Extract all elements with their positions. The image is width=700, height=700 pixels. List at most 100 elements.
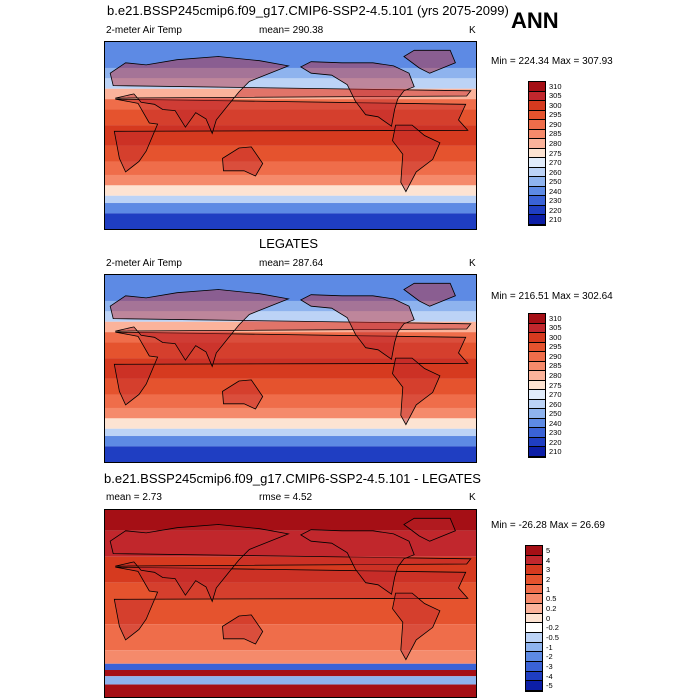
colorbar-tick-label: 210 xyxy=(549,215,562,225)
colorbar: 5 4 3 2 1 0.5 0.2 0 -0.2 -0.5 -1 -2 -3 -4 -5 xyxy=(525,545,559,692)
colorbar: 310 305 300 295 290 285 280 275 270 260 250 240 230 2… xyxy=(528,313,562,458)
colorbar-tick-label: 5 xyxy=(546,545,551,555)
colorbar-cell xyxy=(529,120,545,130)
colorbar-tick-label: 285 xyxy=(549,361,562,371)
colorbar-cell xyxy=(526,642,542,653)
colorbar-cell xyxy=(529,342,545,353)
map-field-band xyxy=(105,676,476,685)
colorbar-tick-label: 305 xyxy=(549,323,562,333)
colorbar-tick-label: -4 xyxy=(546,671,553,681)
map-field-band xyxy=(105,446,476,462)
colorbar-tick-label: 240 xyxy=(549,186,562,196)
map-field-band xyxy=(105,67,476,79)
coastline xyxy=(403,282,456,307)
map-field-band xyxy=(105,275,476,301)
colorbar-cell xyxy=(529,418,545,429)
map-field-band xyxy=(105,213,476,229)
colorbar-cell xyxy=(526,546,542,556)
colorbar-tick-label: 310 xyxy=(549,81,562,91)
map-field-band xyxy=(105,530,476,557)
map-field-band xyxy=(105,311,476,322)
colorbar-tick-label: 270 xyxy=(549,390,562,400)
minmax-label: Min = -26.28 Max = 26.69 xyxy=(491,520,605,531)
colorbar-cell xyxy=(529,205,545,216)
colorbar-tick-label: -1 xyxy=(546,642,553,652)
colorbar-tick-label: -2 xyxy=(546,652,553,662)
map-field-band xyxy=(105,332,476,343)
colorbar-cell xyxy=(529,437,545,448)
colorbar-tick-label: 285 xyxy=(549,129,562,139)
colorbar-tick-label: 1 xyxy=(546,584,551,594)
mean-label: mean= 287.64 xyxy=(259,258,324,269)
colorbar-tick-label: 0 xyxy=(546,613,551,623)
coastline xyxy=(222,379,264,410)
colorbar-tick-label: 3 xyxy=(546,565,551,575)
map-field-band xyxy=(105,378,476,395)
coastline xyxy=(392,124,441,193)
variable-label: 2-meter Air Temp xyxy=(106,25,182,36)
units-label: K xyxy=(469,258,476,269)
colorbar-tick-label: -0.2 xyxy=(546,623,559,633)
colorbar-cell xyxy=(526,681,542,691)
colorbar-tick-label: 260 xyxy=(549,167,562,177)
map-field-band xyxy=(105,394,476,408)
colorbar-tick-label: 4 xyxy=(546,555,551,565)
map-field-band xyxy=(105,650,476,664)
colorbar-tick-label: 210 xyxy=(549,447,562,457)
colorbar-cell xyxy=(526,671,542,682)
map-field-band xyxy=(105,436,476,447)
ann-label: ANN xyxy=(511,8,559,33)
colorbar-tick-label: 0.2 xyxy=(546,603,557,613)
panel-title: b.e21.BSSP245cmip6.f09_g17.CMIP6-SSP2-4.… xyxy=(107,3,509,18)
colorbar-tick-label: 240 xyxy=(549,418,562,428)
map-field-band xyxy=(105,145,476,162)
map-field-band xyxy=(105,203,476,214)
map-field-band xyxy=(105,684,476,697)
colorbar-cell xyxy=(526,604,542,614)
coastline xyxy=(109,56,472,135)
colorbar-tick-label: 280 xyxy=(549,138,562,148)
units-label: K xyxy=(469,25,476,36)
coastline xyxy=(403,517,456,542)
colorbar-cell xyxy=(526,633,542,643)
colorbar-cell xyxy=(529,129,545,140)
map-plot xyxy=(105,275,476,462)
colorbar-cell xyxy=(529,314,545,324)
colorbar-cell xyxy=(526,613,542,624)
colorbar-tick-label: -3 xyxy=(546,661,553,671)
colorbar-tick-label: 220 xyxy=(549,437,562,447)
colorbar-cell xyxy=(526,652,542,662)
colorbar-tick-label: 295 xyxy=(549,342,562,352)
minmax-label: Min = 216.51 Max = 302.64 xyxy=(491,291,613,302)
colorbar-cell xyxy=(529,215,545,225)
colorbar-cell xyxy=(529,371,545,381)
coastline xyxy=(222,146,264,177)
mean-label: mean= 290.38 xyxy=(259,25,324,36)
map-field-band xyxy=(105,78,476,89)
colorbar-cell xyxy=(529,333,545,343)
coastline xyxy=(299,294,415,360)
colorbar-tick-label: 230 xyxy=(549,196,562,206)
colorbar-cell xyxy=(529,409,545,419)
colorbar-tick-label: 230 xyxy=(549,428,562,438)
map-field-band xyxy=(105,195,476,204)
colorbar-cell xyxy=(529,380,545,391)
coastline xyxy=(403,49,456,74)
map-model xyxy=(104,41,477,230)
map-field-band xyxy=(105,663,476,670)
coastline xyxy=(109,524,472,603)
colorbar-tick-label: 275 xyxy=(549,380,562,390)
map-plot xyxy=(105,42,476,229)
colorbar-tick-label: 250 xyxy=(549,409,562,419)
coastline xyxy=(109,289,472,368)
colorbar-tick-label: 220 xyxy=(549,205,562,215)
colorbar-tick-label: 260 xyxy=(549,399,562,409)
map-field-band xyxy=(105,669,476,677)
map-field-band xyxy=(105,300,476,312)
colorbar-cell xyxy=(529,352,545,362)
map-obs xyxy=(104,274,477,463)
map-field-band xyxy=(105,185,476,196)
map-field-band xyxy=(105,407,476,419)
colorbar-cell xyxy=(526,584,542,595)
minmax-label: Min = 224.34 Max = 307.93 xyxy=(491,56,613,67)
